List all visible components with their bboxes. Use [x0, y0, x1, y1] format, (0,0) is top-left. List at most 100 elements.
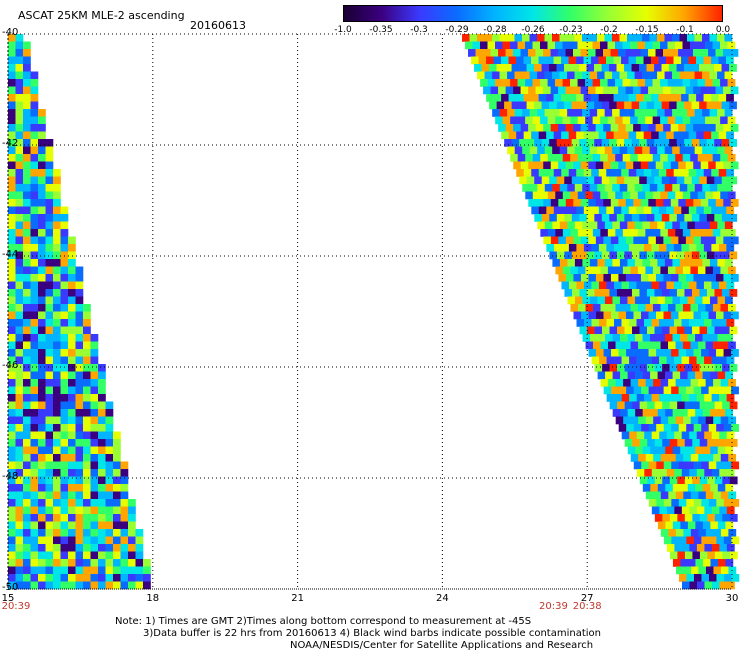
swath-pixel: [60, 469, 69, 477]
swath-pixel: [105, 469, 114, 477]
swath-pixel: [700, 161, 709, 170]
swath-pixel: [30, 229, 39, 237]
swath-pixel: [38, 364, 46, 372]
swath-pixel: [627, 296, 636, 305]
swath-pixel: [576, 131, 584, 140]
swath-pixel: [626, 424, 635, 432]
swath-pixel: [702, 484, 711, 492]
swath-pixel: [606, 281, 615, 290]
swath-pixel: [723, 124, 731, 132]
swath-pixel: [45, 574, 54, 582]
swath-pixel: [522, 34, 530, 42]
swath-pixel: [537, 184, 546, 192]
swath-pixel: [15, 199, 24, 207]
swath-pixel: [600, 341, 609, 350]
swath-pixel: [38, 424, 46, 432]
swath-pixel: [678, 86, 686, 95]
swath-pixel: [30, 154, 39, 162]
swath-pixel: [30, 251, 39, 260]
swath-pixel: [15, 424, 24, 432]
swath-pixel: [662, 476, 671, 485]
swath-pixel: [564, 64, 572, 72]
swath-pixel: [700, 199, 709, 207]
swath-pixel: [625, 199, 634, 207]
swath-pixel: [8, 349, 16, 357]
swath-pixel: [679, 296, 688, 305]
swath-pixel: [610, 124, 619, 132]
swath-pixel: [45, 281, 54, 290]
swath-pixel: [30, 514, 39, 522]
swath-pixel: [53, 304, 61, 312]
swath-pixel: [726, 206, 735, 215]
swath-pixel: [519, 176, 528, 185]
swath-pixel: [508, 131, 517, 140]
swath-pixel: [90, 334, 99, 342]
swath-pixel: [725, 371, 733, 380]
swath-pixel: [23, 49, 31, 57]
swath-pixel: [23, 334, 31, 342]
swath-pixel: [709, 146, 718, 155]
swath-pixel: [8, 371, 16, 380]
swath-pixel: [690, 154, 699, 162]
swath-pixel: [686, 424, 695, 432]
swath-pixel: [597, 296, 606, 305]
swath-pixel: [711, 131, 719, 140]
swath-pixel: [673, 94, 682, 102]
swath-pixel: [714, 401, 723, 410]
swath-pixel: [663, 386, 672, 395]
swath-pixel: [513, 124, 521, 132]
swath-pixel: [630, 191, 639, 200]
swath-pixel: [535, 49, 544, 57]
swath-pixel: [8, 424, 16, 432]
swath-pixel: [691, 139, 700, 147]
swath-pixel: [627, 109, 635, 117]
swath-pixel: [639, 476, 648, 485]
swath-pixel: [623, 379, 631, 387]
swath-pixel: [731, 349, 739, 357]
swath-pixel: [507, 109, 515, 117]
swath-pixel: [75, 394, 84, 402]
swath-pixel: [688, 281, 697, 290]
swath-pixel: [83, 551, 91, 560]
swath-pixel: [38, 184, 46, 192]
swath-pixel: [631, 176, 640, 185]
swath-pixel: [652, 304, 661, 312]
swath-pixel: [666, 131, 674, 140]
swath-pixel: [23, 199, 31, 207]
swath-pixel: [535, 161, 544, 170]
swath-pixel: [8, 184, 16, 192]
swath-pixel: [693, 274, 702, 282]
swath-pixel: [38, 394, 46, 402]
swath-pixel: [699, 476, 708, 485]
swath-pixel: [38, 499, 46, 507]
swath-pixel: [15, 446, 24, 455]
swath-pixel: [564, 139, 572, 147]
swath-pixel: [592, 229, 601, 237]
swath-pixel: [45, 214, 54, 222]
swath-pixel: [30, 289, 39, 297]
swath-pixel: [694, 259, 703, 267]
swath-pixel: [638, 454, 647, 462]
swath-pixel: [687, 259, 696, 267]
swath-pixel: [38, 559, 46, 567]
swath-pixel: [68, 416, 76, 425]
swath-pixel: [615, 416, 624, 425]
swath-pixel: [15, 499, 24, 507]
swath-pixel: [672, 409, 681, 417]
swath-pixel: [651, 56, 659, 65]
swath-pixel: [646, 139, 655, 147]
swath-pixel: [724, 71, 733, 80]
swath-pixel: [666, 169, 675, 177]
swath-pixel: [561, 244, 570, 252]
swath-pixel: [481, 64, 490, 72]
swath-pixel: [30, 581, 39, 590]
swath-pixel: [45, 266, 54, 275]
swath-pixel: [634, 34, 643, 42]
swath-pixel: [571, 214, 580, 222]
swath-pixel: [628, 206, 637, 215]
swath-pixel: [564, 101, 572, 110]
swath-pixel: [53, 274, 61, 282]
swath-pixel: [597, 184, 606, 192]
swath-pixel: [582, 34, 590, 42]
swath-pixel: [68, 529, 76, 537]
